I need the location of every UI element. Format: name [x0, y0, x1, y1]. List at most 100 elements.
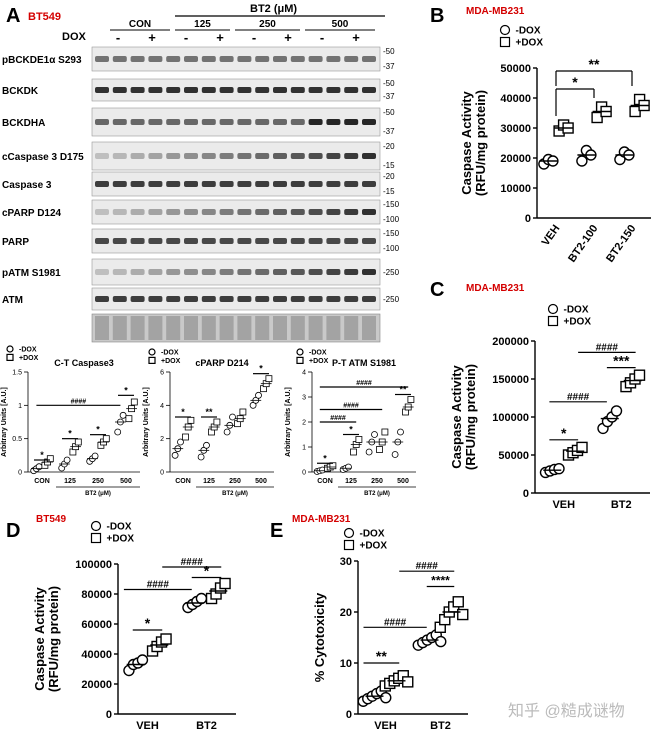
blot-band [166, 209, 181, 215]
mw-marker: -37 [383, 62, 395, 71]
dox-signs: - + - + - + - + [116, 30, 360, 45]
panel-a-letter: A [6, 5, 20, 27]
legend-minus-dox: -DOX [360, 529, 385, 540]
blot-band [326, 181, 341, 187]
y-tick-label: 2 [302, 419, 306, 426]
dox-sign: - [116, 30, 120, 45]
y-tick-label: 1 [18, 403, 22, 410]
mw-marker: -250 [383, 295, 400, 304]
blot-band [255, 87, 270, 93]
panel-c-letter: C [430, 279, 444, 301]
chart-panel-d: 0 20000 40000 60000 80000 100000 VEH BT2 Caspase… [32, 520, 236, 732]
data-point-circle [435, 635, 447, 648]
sig-label: * [349, 425, 353, 435]
mw-marker: -50 [383, 79, 395, 88]
y-tick-label: 60000 [81, 619, 112, 631]
blot-band [255, 119, 270, 125]
blot-label: pATM S1981 [2, 268, 61, 279]
blot-band [273, 56, 287, 62]
legend-plus-dox: +DOX [564, 317, 592, 328]
data-point-square [633, 369, 646, 381]
y-tick-label: 0.5 [12, 436, 22, 443]
blot-band [344, 238, 359, 244]
y-tick-label: 0 [302, 469, 306, 476]
data-point-square [219, 577, 231, 590]
data-point-circle [553, 462, 565, 475]
blot-band [148, 238, 163, 244]
legend-square [343, 539, 355, 551]
y-tick-label: 150000 [492, 374, 529, 386]
blot-band [273, 269, 287, 275]
blot-band [255, 269, 270, 275]
blot-band [184, 209, 198, 215]
legend-minus-dox: -DOX [161, 349, 179, 356]
blot-band [362, 153, 376, 159]
blot-band [219, 296, 234, 302]
data-point-circle [345, 463, 352, 471]
blot-band [290, 87, 305, 93]
blot-label: BCKDK [2, 86, 39, 97]
blot-band [344, 119, 359, 125]
blot-band [308, 296, 323, 302]
blot-band [95, 119, 109, 125]
y-tick-label: 200000 [492, 336, 529, 348]
data-point-square [74, 438, 82, 446]
blot-band [326, 238, 341, 244]
legend-circle [90, 520, 102, 532]
blot-band [344, 87, 359, 93]
data-point-square [160, 633, 172, 645]
loading-lane [237, 316, 252, 340]
panel-a-bt2-header: BT2 (μM) [250, 3, 297, 15]
x-tick-label: BT2-150 [604, 223, 638, 265]
panel-b-cell-line: MDA-MB231 [466, 6, 525, 17]
blot-band [148, 87, 163, 93]
data-point-square [130, 398, 138, 406]
blot-band [184, 119, 198, 125]
sig-label: #### [384, 617, 407, 628]
blot-band [112, 238, 127, 244]
blot-band [273, 181, 287, 187]
blot-label: PARP [2, 237, 29, 248]
loading-lane [95, 316, 109, 340]
blot-band [237, 181, 252, 187]
blot-band [184, 153, 198, 159]
blot-band [130, 238, 145, 244]
blot-band [201, 119, 216, 125]
blot-band [184, 87, 198, 93]
blot-band [166, 87, 181, 93]
sig-label: #### [343, 403, 359, 410]
blot-band [237, 153, 252, 159]
legend-square [148, 356, 156, 364]
blot-label: cCaspase 3 D175 [2, 152, 84, 163]
panel-b-letter: B [430, 5, 444, 27]
x-tick-label: VEH [374, 720, 397, 732]
data-point-circle [171, 451, 179, 459]
blot-band [148, 56, 163, 62]
dox-sign: + [284, 30, 292, 45]
data-point-square [46, 455, 54, 463]
blot-band [308, 56, 323, 62]
legend-plus-dox: +DOX [309, 358, 329, 365]
sig-label: * [572, 74, 578, 90]
y-tick-label: 40000 [81, 649, 112, 661]
blot-band [344, 181, 359, 187]
data-point-circle [195, 592, 208, 605]
blot-band [362, 269, 376, 275]
blot-band [166, 153, 181, 159]
blot-membrane [91, 287, 381, 311]
blot-band [166, 56, 181, 62]
sig-label: ** [399, 385, 407, 395]
mw-marker: -150 [383, 200, 400, 209]
blot-band [112, 119, 127, 125]
dox-label: DOX [62, 31, 87, 43]
y-tick-label: 2 [160, 436, 164, 443]
x-tick-label: 125 [64, 478, 76, 485]
data-point-square [402, 676, 414, 688]
legend-square [499, 36, 511, 48]
data-point-circle [119, 411, 127, 419]
blot-band [290, 153, 305, 159]
data-point-square [213, 418, 221, 426]
y-tick-label: 80000 [81, 589, 112, 601]
y-tick-label: 6 [160, 369, 164, 376]
blot-band [148, 153, 163, 159]
